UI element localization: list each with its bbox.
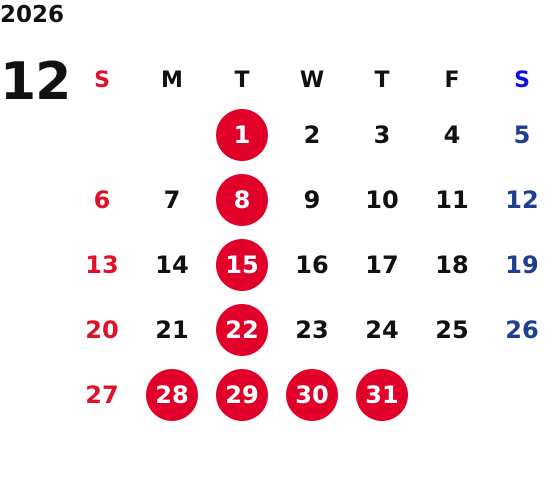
- day-cell[interactable]: 25: [417, 297, 487, 362]
- day-cell[interactable]: 4: [417, 102, 487, 167]
- month-number: 12: [0, 52, 71, 112]
- day-cell[interactable]: 3: [347, 102, 417, 167]
- year-label: 2026: [0, 2, 65, 28]
- day-cell[interactable]: 18: [417, 232, 487, 297]
- day-cell[interactable]: 23: [277, 297, 347, 362]
- day-number: 11: [435, 185, 469, 214]
- day-cell[interactable]: 15: [207, 232, 277, 297]
- weekday-friday: F: [444, 67, 460, 93]
- day-cell[interactable]: 29: [207, 362, 277, 427]
- day-cell[interactable]: 20: [67, 297, 137, 362]
- day-cell: [67, 102, 137, 167]
- day-cell[interactable]: 9: [277, 167, 347, 232]
- day-number: 1: [216, 108, 268, 161]
- day-number: 15: [216, 238, 268, 291]
- day-number: 6: [93, 185, 111, 214]
- day-cell: [137, 102, 207, 167]
- day-cell[interactable]: 2: [277, 102, 347, 167]
- day-cell[interactable]: 13: [67, 232, 137, 297]
- day-number: 25: [435, 315, 469, 344]
- day-number: 7: [163, 185, 181, 214]
- weekday-tuesday: T: [234, 67, 250, 93]
- day-cell[interactable]: 31: [347, 362, 417, 427]
- day-number: 29: [216, 368, 268, 421]
- day-number: 16: [295, 250, 329, 279]
- day-number: 24: [365, 315, 399, 344]
- day-number: 10: [365, 185, 399, 214]
- day-cell[interactable]: 11: [417, 167, 487, 232]
- day-number: 28: [146, 368, 198, 421]
- day-cell[interactable]: 8: [207, 167, 277, 232]
- day-cell[interactable]: 7: [137, 167, 207, 232]
- day-cell[interactable]: 28: [137, 362, 207, 427]
- day-cell: [417, 362, 487, 427]
- day-cell[interactable]: 27: [67, 362, 137, 427]
- day-cell[interactable]: 17: [347, 232, 417, 297]
- day-cell[interactable]: 6: [67, 167, 137, 232]
- day-cell[interactable]: 24: [347, 297, 417, 362]
- day-number: 3: [373, 120, 391, 149]
- day-cell[interactable]: 16: [277, 232, 347, 297]
- weekday-sunday: S: [94, 67, 110, 93]
- day-number: 30: [286, 368, 338, 421]
- day-cell[interactable]: 19: [487, 232, 548, 297]
- day-number: 19: [505, 250, 539, 279]
- day-number: 20: [85, 315, 119, 344]
- day-cell[interactable]: 22: [207, 297, 277, 362]
- day-number: 22: [216, 303, 268, 356]
- weekday-monday: M: [161, 67, 183, 93]
- day-number: 31: [356, 368, 408, 421]
- day-number: 18: [435, 250, 469, 279]
- day-number: 9: [303, 185, 321, 214]
- weekday-wednesday: W: [299, 67, 325, 93]
- weekday-thursday: T: [374, 67, 390, 93]
- day-number: 13: [85, 250, 119, 279]
- day-cell[interactable]: 1: [207, 102, 277, 167]
- calendar-grid: S M T W T F S 1 2 3 4 5 6 7 8 9 10 11 12…: [67, 58, 548, 427]
- weekday-saturday: S: [514, 67, 530, 93]
- day-number: 17: [365, 250, 399, 279]
- day-cell[interactable]: 14: [137, 232, 207, 297]
- day-cell[interactable]: 30: [277, 362, 347, 427]
- day-number: 2: [303, 120, 321, 149]
- day-number: 12: [505, 185, 539, 214]
- day-cell[interactable]: 21: [137, 297, 207, 362]
- day-cell[interactable]: 5: [487, 102, 548, 167]
- day-number: [426, 369, 478, 421]
- day-cell: [487, 362, 548, 427]
- day-number: 26: [505, 315, 539, 344]
- day-number: 27: [85, 380, 119, 409]
- day-number: 4: [443, 120, 461, 149]
- day-number: [76, 109, 128, 161]
- day-cell[interactable]: 26: [487, 297, 548, 362]
- day-number: [496, 369, 548, 421]
- day-number: 21: [155, 315, 189, 344]
- day-number: 23: [295, 315, 329, 344]
- day-number: 8: [216, 173, 268, 226]
- day-number: [146, 109, 198, 161]
- day-number: 5: [513, 120, 531, 149]
- day-cell[interactable]: 10: [347, 167, 417, 232]
- day-cell[interactable]: 12: [487, 167, 548, 232]
- day-number: 14: [155, 250, 189, 279]
